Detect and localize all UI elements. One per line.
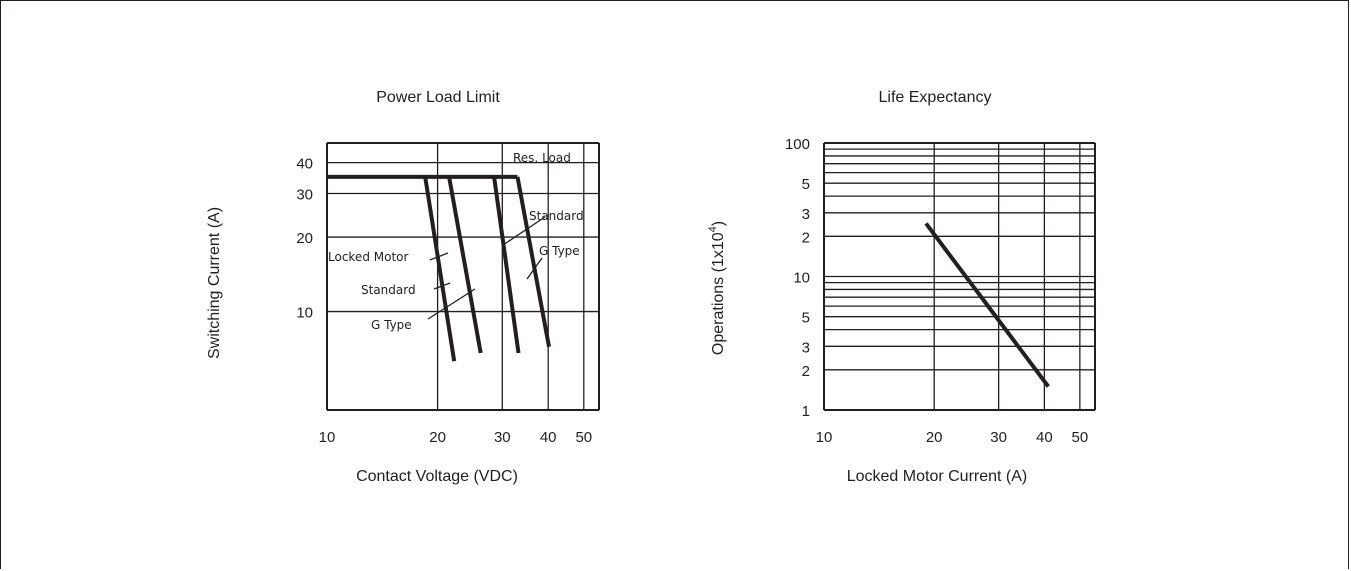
life-expectancy-y-label-sup: 4	[707, 226, 719, 232]
x-tick-label: 40	[1036, 429, 1053, 446]
life-expectancy-x-label: Locked Motor Current (A)	[847, 468, 1028, 485]
y-tick-label: 5	[802, 310, 810, 327]
x-tick-label: 50	[575, 429, 592, 446]
life-expectancy-y-ticks: 1 2 3 5 10 2 3 5 100	[785, 136, 810, 420]
life-expectancy-chart: Life Expectancy 10 20 30 40 50 123510235100 …	[707, 89, 1096, 485]
y-tick-label: 10	[296, 305, 313, 322]
power-load-limit-x-ticks: 10 20 30 40 50	[319, 429, 592, 446]
x-tick-label: 30	[990, 429, 1007, 446]
life-expectancy-y-label-main: Operations (1x10	[710, 232, 727, 355]
series-line	[515, 176, 551, 348]
series-line	[492, 176, 521, 354]
series-line	[924, 222, 1050, 388]
y-tick-label: 40	[296, 156, 313, 173]
y-tick-label: 30	[296, 187, 313, 204]
life-expectancy-y-label-end: )	[710, 221, 727, 226]
life-expectancy-y-label: Operations (1x104)	[707, 221, 727, 355]
y-tick-label: 5	[802, 176, 810, 193]
y-tick-label: 10	[793, 270, 810, 287]
power-load-limit-y-label: Switching Current (A)	[206, 207, 223, 359]
power-load-limit-y-ticks: 10 20 30 40	[296, 156, 313, 322]
series-line	[447, 176, 483, 354]
annotation-leader-gtype-right	[526, 257, 543, 280]
x-tick-label: 10	[816, 429, 833, 446]
y-tick-label: 1	[802, 403, 810, 420]
life-expectancy-grid	[823, 142, 1096, 411]
annotation-leader-standard-left	[433, 282, 451, 290]
life-expectancy-x-ticks: 10 20 30 40 50	[816, 429, 1089, 446]
life-expectancy-series	[924, 222, 1050, 388]
life-expectancy-title: Life Expectancy	[879, 89, 992, 106]
annotation-leader-gtype-left	[427, 288, 476, 320]
y-tick-label: 2	[802, 229, 810, 246]
annotation-standard-left: Standard	[361, 283, 416, 297]
annotation-leader-standard-right	[502, 216, 546, 246]
power-load-limit-series	[327, 174, 551, 362]
y-tick-label: 100	[785, 136, 810, 153]
power-load-limit-title: Power Load Limit	[376, 89, 500, 106]
x-tick-label: 20	[926, 429, 943, 446]
series-line	[423, 176, 457, 362]
x-tick-label: 40	[540, 429, 557, 446]
power-load-limit-x-label: Contact Voltage (VDC)	[356, 468, 518, 485]
annotation-leader-locked-motor	[429, 252, 449, 261]
x-tick-label: 30	[494, 429, 511, 446]
x-tick-label: 10	[319, 429, 336, 446]
y-tick-label: 3	[802, 206, 810, 223]
annotation-res-load: Res. Load	[513, 151, 571, 165]
power-load-limit-grid	[326, 142, 600, 411]
y-tick-label: 2	[802, 363, 810, 380]
annotation-gtype-left: G Type	[371, 318, 412, 332]
power-load-limit-chart: Power Load Limit 10 20 30 40 50 10 20 30 40 Res…	[206, 89, 600, 485]
x-tick-label: 50	[1072, 429, 1089, 446]
annotation-standard-right: Standard	[529, 209, 584, 223]
y-tick-label: 3	[802, 339, 810, 356]
x-tick-label: 20	[429, 429, 446, 446]
annotation-locked-motor: Locked Motor	[328, 250, 408, 264]
annotation-gtype-right: G Type	[539, 244, 580, 258]
y-tick-label: 20	[296, 230, 313, 247]
